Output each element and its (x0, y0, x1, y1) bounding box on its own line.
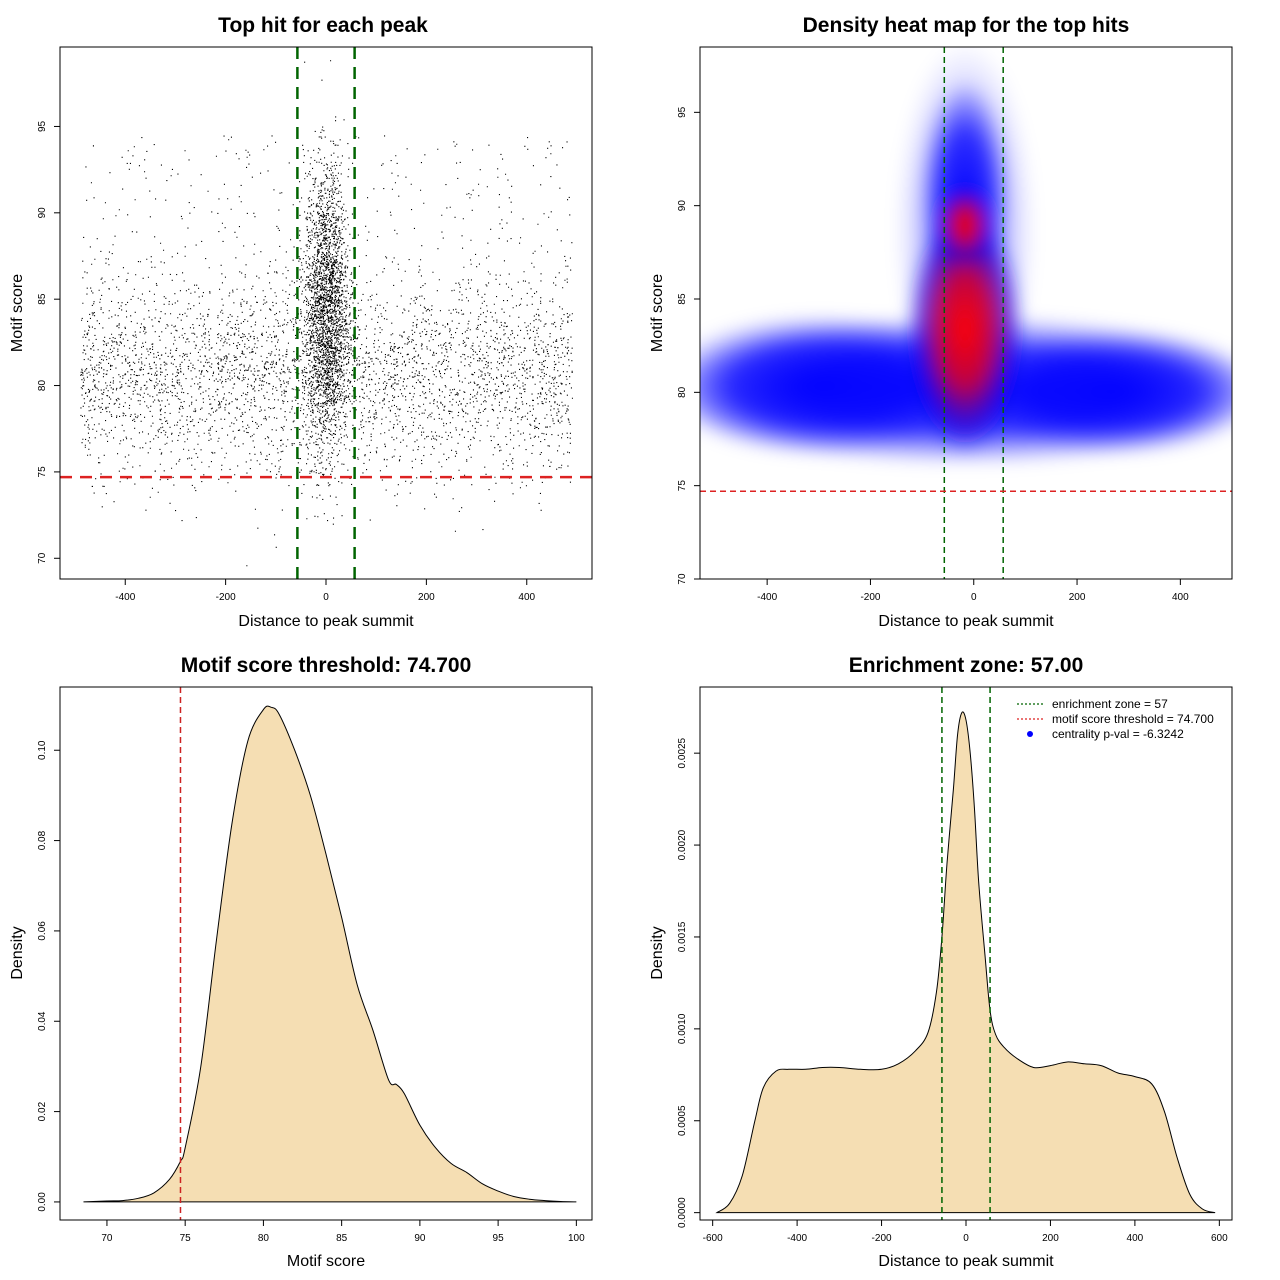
density-core (937, 185, 993, 265)
x-tick-label: -400 (757, 592, 777, 603)
chart-title: Enrichment zone: 57.00 (849, 654, 1084, 677)
y-axis-label: Density (9, 926, 26, 979)
chart-title: Motif score threshold: 74.700 (181, 654, 472, 677)
x-tick-label: 90 (414, 1233, 426, 1244)
y-ticks: 70 75 80 85 90 95 (37, 120, 60, 564)
density-core (907, 205, 1023, 455)
scatter-point-cloud (80, 60, 573, 567)
y-tick-label: 80 (37, 380, 48, 392)
x-tick-label: 85 (336, 1233, 348, 1244)
density-blur (700, 47, 1232, 465)
reference-lines (700, 47, 1232, 579)
x-tick-label: 0 (963, 1233, 969, 1244)
x-tick-label: 400 (518, 592, 535, 603)
x-axis-label: Distance to peak summit (878, 1253, 1054, 1270)
x-ticks: 70 75 80 85 90 95 100 (101, 1220, 585, 1244)
y-tick-label: 0.06 (37, 921, 48, 941)
y-ticks: 0.0000 0.0005 0.0010 0.0015 0.0020 0.0025 (677, 737, 700, 1228)
x-axis-label: Distance to peak summit (238, 613, 414, 630)
x-axis-label: Distance to peak summit (878, 613, 1054, 630)
y-tick-label: 0.00 (37, 1192, 48, 1212)
x-tick-label: 75 (180, 1233, 192, 1244)
x-tick-label: 400 (1172, 592, 1189, 603)
distance-density-panel: Enrichment zone: 57.00 -600 -400 -200 0 200 4… (649, 654, 1233, 1270)
y-tick-label: 85 (37, 293, 48, 305)
chart-title: Top hit for each peak (218, 14, 428, 37)
scatter-panel: Top hit for each peak -400 -200 0 200 400 70… (9, 14, 593, 630)
y-tick-label: 70 (677, 573, 688, 585)
x-tick-label: -200 (216, 592, 236, 603)
density-field (700, 47, 1232, 579)
legend-label-pval: centrality p-val = -6.3242 (1052, 727, 1184, 741)
legend-swatch-pval (1027, 731, 1033, 737)
x-ticks: -400 -200 0 200 400 (115, 579, 536, 603)
density-area (83, 705, 577, 1203)
x-tick-label: 100 (568, 1233, 585, 1244)
x-tick-label: -400 (115, 592, 135, 603)
legend-label-enrichment: enrichment zone = 57 (1052, 697, 1168, 711)
reference-lines (941, 687, 991, 1220)
y-axis-label: Motif score (9, 274, 26, 352)
plot-frame (59, 46, 593, 580)
y-tick-label: 0.0000 (677, 1197, 688, 1228)
y-tick-label: 95 (37, 120, 48, 132)
x-tick-label: 200 (418, 592, 435, 603)
plot-frame (699, 46, 1233, 580)
x-tick-label: -200 (860, 592, 880, 603)
y-tick-label: 0.10 (37, 740, 48, 760)
y-tick-label: 0.04 (37, 1011, 48, 1031)
y-ticks: 0.00 0.02 0.04 0.06 0.08 0.10 (37, 740, 60, 1212)
y-tick-label: 85 (677, 293, 688, 305)
reference-lines (60, 47, 592, 579)
x-tick-label: -200 (872, 1233, 892, 1244)
x-ticks: -600 -400 -200 0 200 400 600 (703, 1220, 1228, 1244)
y-tick-label: 0.0010 (677, 1013, 688, 1044)
y-tick-label: 90 (677, 200, 688, 212)
y-tick-label: 70 (37, 552, 48, 564)
x-tick-label: 600 (1211, 1233, 1228, 1244)
y-axis-label: Motif score (649, 274, 666, 352)
density-area (715, 711, 1216, 1214)
y-tick-label: 0.08 (37, 830, 48, 850)
y-tick-label: 75 (677, 480, 688, 492)
heatmap-panel: Density heat map for the top hits -400 -2… (649, 14, 1233, 630)
y-tick-label: 75 (37, 466, 48, 478)
x-tick-label: 0 (323, 592, 329, 603)
x-tick-label: 70 (101, 1233, 113, 1244)
x-tick-label: 400 (1127, 1233, 1144, 1244)
x-tick-label: -400 (787, 1233, 807, 1244)
y-tick-label: 0.0005 (677, 1105, 688, 1136)
x-ticks: -400 -200 0 200 400 (757, 579, 1189, 603)
x-axis-label: Motif score (287, 1253, 365, 1270)
y-tick-label: 0.0015 (677, 921, 688, 952)
legend: enrichment zone = 57 motif score thresho… (1017, 697, 1214, 741)
y-tick-label: 0.0020 (677, 829, 688, 860)
x-tick-label: 200 (1042, 1233, 1059, 1244)
scatter-points (80, 60, 573, 567)
legend-label-threshold: motif score threshold = 74.700 (1052, 712, 1214, 726)
y-tick-label: 0.02 (37, 1101, 48, 1121)
x-tick-label: 95 (493, 1233, 505, 1244)
y-axis-label: Density (649, 926, 666, 979)
x-tick-label: 0 (971, 592, 977, 603)
y-tick-label: 95 (677, 106, 688, 118)
y-tick-label: 80 (677, 386, 688, 398)
x-tick-label: 200 (1069, 592, 1086, 603)
plot-frame (59, 686, 593, 1221)
density-band (965, 330, 1232, 454)
y-ticks: 70 75 80 85 90 95 (677, 106, 700, 585)
score-density-panel: Motif score threshold: 74.700 70 75 80 85 90… (9, 654, 593, 1270)
x-tick-label: 80 (258, 1233, 270, 1244)
chart-title: Density heat map for the top hits (803, 14, 1130, 37)
y-tick-label: 0.0025 (677, 737, 688, 768)
x-tick-label: -600 (703, 1233, 723, 1244)
y-tick-label: 90 (37, 207, 48, 219)
